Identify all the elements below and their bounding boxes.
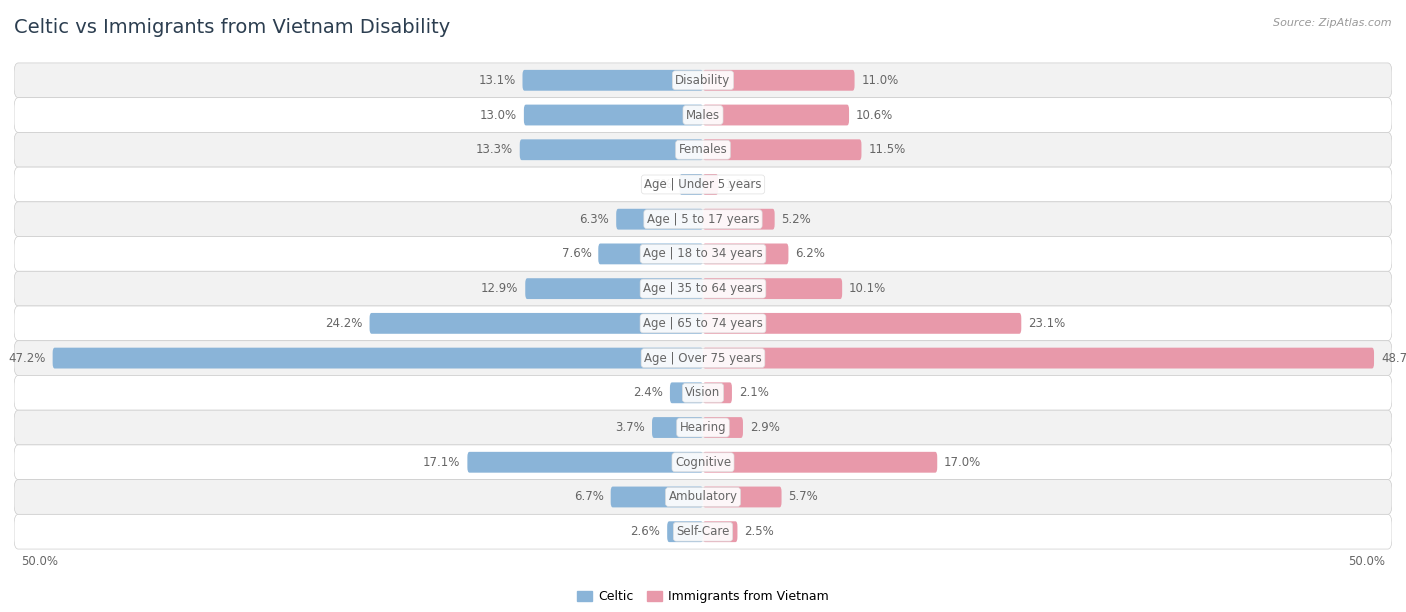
Text: 17.0%: 17.0% (945, 456, 981, 469)
Text: Age | 65 to 74 years: Age | 65 to 74 years (643, 317, 763, 330)
Text: 2.4%: 2.4% (633, 386, 664, 399)
FancyBboxPatch shape (703, 209, 775, 230)
Text: 6.7%: 6.7% (574, 490, 603, 504)
Text: 48.7%: 48.7% (1381, 351, 1406, 365)
FancyBboxPatch shape (703, 348, 1374, 368)
Text: 11.0%: 11.0% (862, 74, 898, 87)
FancyBboxPatch shape (703, 382, 733, 403)
FancyBboxPatch shape (14, 98, 1392, 132)
FancyBboxPatch shape (703, 452, 938, 472)
Text: Self-Care: Self-Care (676, 525, 730, 538)
FancyBboxPatch shape (703, 487, 782, 507)
FancyBboxPatch shape (14, 514, 1392, 549)
Text: 50.0%: 50.0% (1348, 554, 1385, 568)
FancyBboxPatch shape (14, 63, 1392, 98)
FancyBboxPatch shape (669, 382, 703, 403)
Text: 12.9%: 12.9% (481, 282, 519, 295)
Text: Age | 35 to 64 years: Age | 35 to 64 years (643, 282, 763, 295)
FancyBboxPatch shape (14, 480, 1392, 514)
FancyBboxPatch shape (467, 452, 703, 472)
FancyBboxPatch shape (703, 313, 1021, 334)
Text: 24.2%: 24.2% (325, 317, 363, 330)
Text: 1.1%: 1.1% (725, 178, 755, 191)
Text: 7.6%: 7.6% (561, 247, 592, 261)
FancyBboxPatch shape (14, 271, 1392, 306)
Text: 6.2%: 6.2% (796, 247, 825, 261)
Text: 2.5%: 2.5% (744, 525, 775, 538)
FancyBboxPatch shape (14, 445, 1392, 480)
Text: 10.6%: 10.6% (856, 108, 893, 122)
FancyBboxPatch shape (703, 174, 718, 195)
FancyBboxPatch shape (14, 410, 1392, 445)
Text: 5.2%: 5.2% (782, 213, 811, 226)
Text: Disability: Disability (675, 74, 731, 87)
Legend: Celtic, Immigrants from Vietnam: Celtic, Immigrants from Vietnam (572, 585, 834, 608)
Text: Age | Under 5 years: Age | Under 5 years (644, 178, 762, 191)
Text: 17.1%: 17.1% (423, 456, 461, 469)
FancyBboxPatch shape (14, 132, 1392, 167)
FancyBboxPatch shape (703, 244, 789, 264)
Text: 2.6%: 2.6% (630, 525, 661, 538)
Text: Males: Males (686, 108, 720, 122)
Text: 47.2%: 47.2% (8, 351, 46, 365)
FancyBboxPatch shape (14, 306, 1392, 341)
Text: Vision: Vision (685, 386, 721, 399)
FancyBboxPatch shape (610, 487, 703, 507)
Text: Source: ZipAtlas.com: Source: ZipAtlas.com (1274, 18, 1392, 28)
Text: Females: Females (679, 143, 727, 156)
FancyBboxPatch shape (703, 105, 849, 125)
Text: Age | 5 to 17 years: Age | 5 to 17 years (647, 213, 759, 226)
FancyBboxPatch shape (14, 375, 1392, 410)
Text: 5.7%: 5.7% (789, 490, 818, 504)
FancyBboxPatch shape (703, 278, 842, 299)
FancyBboxPatch shape (599, 244, 703, 264)
Text: Cognitive: Cognitive (675, 456, 731, 469)
FancyBboxPatch shape (52, 348, 703, 368)
FancyBboxPatch shape (668, 521, 703, 542)
Text: 13.3%: 13.3% (475, 143, 513, 156)
FancyBboxPatch shape (679, 174, 703, 195)
FancyBboxPatch shape (652, 417, 703, 438)
Text: 3.7%: 3.7% (616, 421, 645, 434)
Text: Age | 18 to 34 years: Age | 18 to 34 years (643, 247, 763, 261)
FancyBboxPatch shape (14, 167, 1392, 202)
Text: 23.1%: 23.1% (1028, 317, 1066, 330)
Text: Hearing: Hearing (679, 421, 727, 434)
Text: 50.0%: 50.0% (21, 554, 58, 568)
Text: 1.7%: 1.7% (643, 178, 672, 191)
FancyBboxPatch shape (14, 237, 1392, 271)
Text: 6.3%: 6.3% (579, 213, 609, 226)
Text: 13.0%: 13.0% (479, 108, 517, 122)
FancyBboxPatch shape (703, 140, 862, 160)
FancyBboxPatch shape (524, 105, 703, 125)
Text: Ambulatory: Ambulatory (668, 490, 738, 504)
FancyBboxPatch shape (523, 70, 703, 91)
FancyBboxPatch shape (703, 521, 738, 542)
FancyBboxPatch shape (616, 209, 703, 230)
Text: 2.9%: 2.9% (749, 421, 780, 434)
Text: 10.1%: 10.1% (849, 282, 886, 295)
FancyBboxPatch shape (14, 341, 1392, 375)
Text: 13.1%: 13.1% (478, 74, 516, 87)
Text: 11.5%: 11.5% (869, 143, 905, 156)
FancyBboxPatch shape (526, 278, 703, 299)
FancyBboxPatch shape (703, 417, 742, 438)
Text: Celtic vs Immigrants from Vietnam Disability: Celtic vs Immigrants from Vietnam Disabi… (14, 18, 450, 37)
FancyBboxPatch shape (14, 202, 1392, 237)
FancyBboxPatch shape (370, 313, 703, 334)
FancyBboxPatch shape (520, 140, 703, 160)
Text: Age | Over 75 years: Age | Over 75 years (644, 351, 762, 365)
FancyBboxPatch shape (703, 70, 855, 91)
Text: 2.1%: 2.1% (738, 386, 769, 399)
